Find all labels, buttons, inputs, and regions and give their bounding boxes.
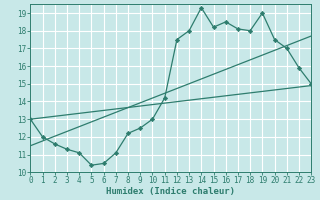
X-axis label: Humidex (Indice chaleur): Humidex (Indice chaleur)	[106, 187, 235, 196]
